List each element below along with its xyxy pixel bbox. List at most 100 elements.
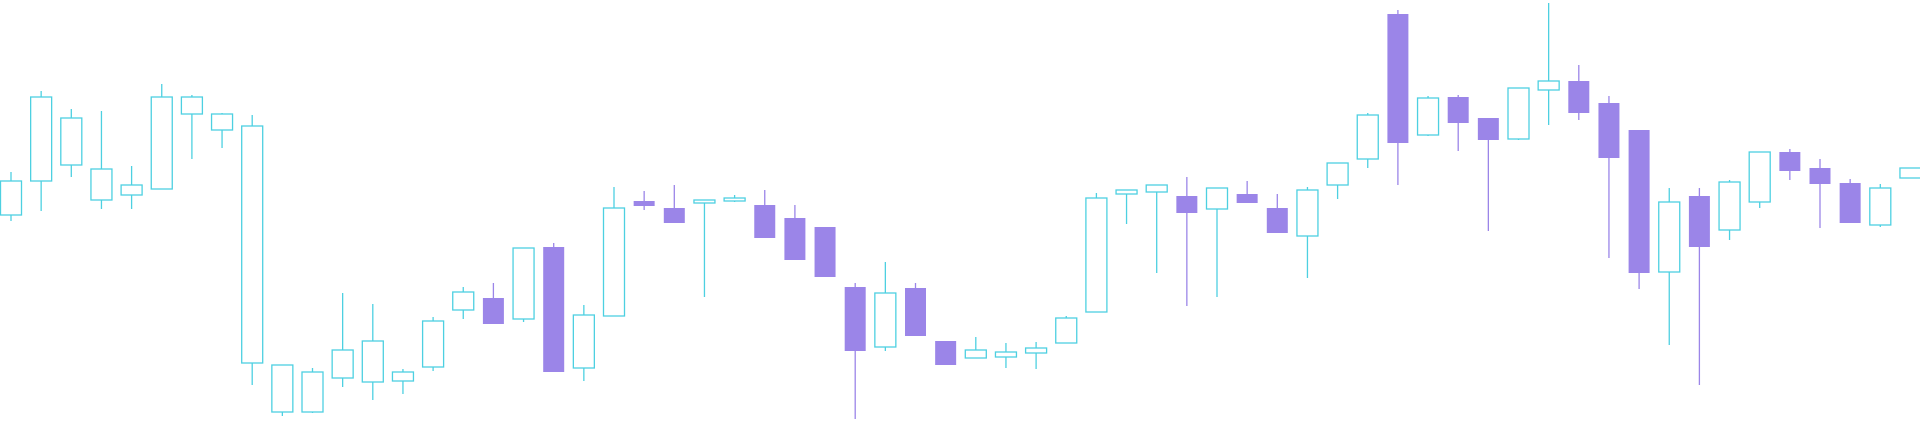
candle — [1296, 187, 1319, 278]
candle — [602, 187, 626, 317]
candle-body — [1628, 130, 1650, 273]
candle-body — [814, 227, 836, 277]
candle-body — [150, 96, 173, 190]
candle — [693, 199, 716, 297]
candle — [844, 283, 866, 419]
candle-body — [391, 371, 415, 382]
candle-body — [1115, 189, 1138, 195]
candle-body — [1748, 151, 1771, 203]
candle-body — [1387, 14, 1409, 143]
candle-body — [1205, 187, 1229, 210]
candle-body — [1477, 118, 1499, 140]
candle-body — [633, 201, 655, 206]
candle-body — [1869, 187, 1892, 226]
candle — [180, 95, 204, 159]
candle-body — [874, 292, 897, 348]
candle-body — [1326, 162, 1349, 186]
candle — [452, 287, 475, 319]
candle-body — [543, 247, 565, 372]
candle-body — [0, 180, 23, 216]
candle-body — [29, 96, 53, 182]
candle — [1869, 184, 1892, 227]
candle — [543, 243, 565, 372]
candle — [784, 205, 806, 260]
candle — [1718, 180, 1741, 240]
candle-body — [301, 371, 324, 413]
candle-body — [180, 96, 204, 115]
candle — [512, 247, 535, 322]
candle — [1266, 194, 1288, 233]
candle-body — [482, 298, 504, 324]
candle — [1447, 95, 1469, 151]
candle — [1145, 184, 1168, 273]
candle-body — [1447, 97, 1469, 123]
candle-body — [1085, 197, 1108, 313]
candle-body — [1658, 201, 1681, 273]
candle-body — [723, 197, 746, 202]
candle-body — [271, 364, 294, 413]
candle-body — [1055, 317, 1078, 344]
candle — [90, 111, 113, 209]
candle — [572, 305, 595, 381]
candle-body — [1176, 196, 1198, 213]
candle — [29, 91, 53, 211]
candle-body — [1899, 167, 1920, 179]
candle-body — [1718, 181, 1741, 231]
candle-body — [1236, 194, 1258, 203]
candle — [1598, 96, 1620, 258]
candle — [754, 190, 776, 238]
candle — [1688, 188, 1710, 385]
candle-body — [964, 349, 987, 359]
candle-body — [90, 168, 113, 201]
candle-body — [452, 291, 475, 311]
candle-body — [663, 208, 685, 223]
candle-body — [1024, 347, 1048, 354]
candle — [1537, 3, 1560, 125]
candle-body — [602, 207, 626, 317]
candle-body — [844, 287, 866, 351]
candle — [210, 113, 234, 148]
candle — [421, 317, 445, 371]
candle-body — [572, 314, 595, 369]
candle — [1356, 113, 1379, 168]
candle-body — [1688, 196, 1710, 247]
candle — [1507, 87, 1530, 140]
candle-body — [905, 288, 926, 336]
candle — [964, 337, 987, 359]
candle-body — [1296, 189, 1319, 237]
candle — [1236, 181, 1258, 203]
candle-body — [421, 320, 445, 368]
candle — [874, 262, 897, 351]
candle — [482, 283, 504, 324]
candle-body — [935, 341, 957, 365]
candle — [905, 283, 926, 336]
candle — [1205, 187, 1229, 297]
candle-body — [693, 199, 716, 204]
candle-body — [331, 349, 354, 379]
candle-body — [1356, 114, 1379, 160]
candle — [1416, 96, 1440, 136]
candle — [271, 364, 294, 416]
candle — [1839, 179, 1861, 223]
candle-body — [120, 184, 143, 196]
candle — [663, 185, 685, 223]
candle — [391, 369, 415, 394]
candle-body — [210, 113, 234, 131]
candle — [1658, 188, 1681, 345]
candle-body — [1779, 152, 1801, 171]
candle — [633, 191, 655, 210]
candle-body — [1537, 80, 1560, 91]
candle — [1899, 167, 1920, 179]
candle — [1176, 177, 1198, 306]
candle-body — [512, 247, 535, 320]
candle — [60, 109, 83, 177]
candle — [301, 368, 324, 413]
candle — [150, 84, 173, 190]
candle — [814, 227, 836, 277]
candle — [0, 172, 23, 221]
candle-body — [1598, 103, 1620, 158]
candle — [1477, 118, 1499, 231]
candle-body — [60, 117, 83, 166]
candle-body — [1145, 184, 1168, 193]
